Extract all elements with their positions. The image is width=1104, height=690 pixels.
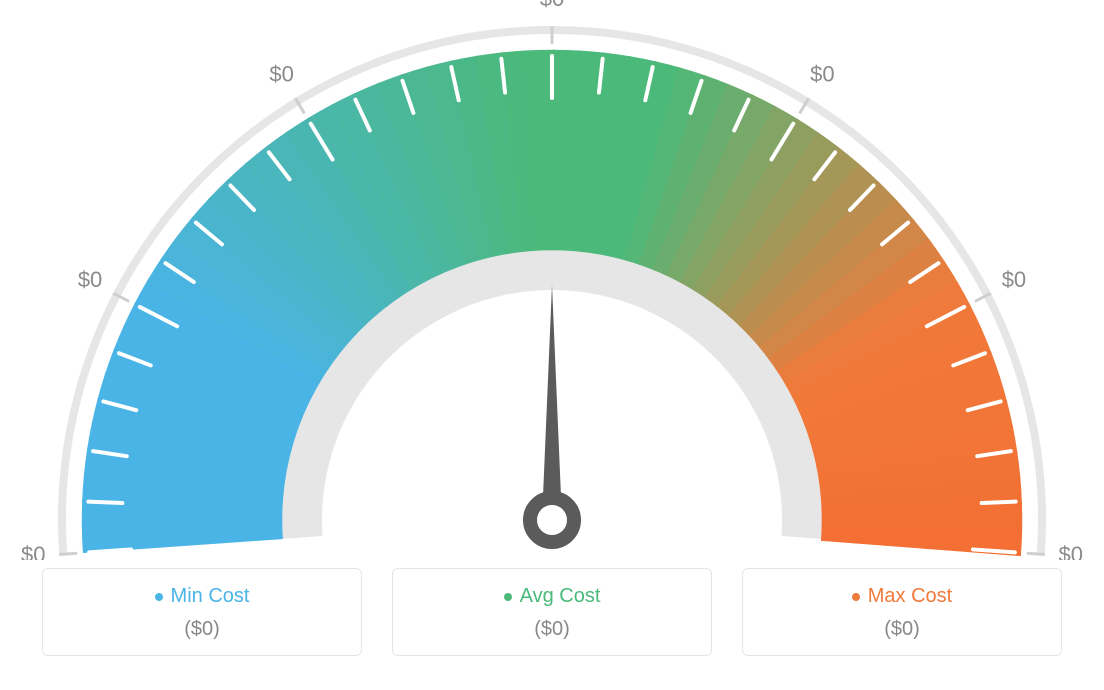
legend-label-max: Max Cost [868, 585, 952, 608]
svg-text:$0: $0 [269, 62, 293, 87]
legend-title-max: Max Cost [852, 585, 952, 608]
svg-text:$0: $0 [540, 0, 564, 11]
svg-text:$0: $0 [810, 62, 834, 87]
legend-value-min: ($0) [43, 618, 361, 641]
legend-value-max: ($0) [743, 618, 1061, 641]
gauge-chart: $0 $0 $0 $0 $0 $0 $0 [0, 0, 1104, 560]
legend-title-min: Min Cost [155, 585, 250, 608]
legend-dot-min [155, 593, 163, 601]
legend-row: Min Cost ($0) Avg Cost ($0) Max Cost ($0… [0, 568, 1104, 656]
svg-text:$0: $0 [1058, 542, 1082, 560]
legend-dot-max [852, 593, 860, 601]
svg-text:$0: $0 [1002, 267, 1026, 292]
legend-title-avg: Avg Cost [504, 585, 601, 608]
svg-text:$0: $0 [78, 267, 102, 292]
legend-label-avg: Avg Cost [520, 585, 601, 608]
legend-box-max: Max Cost ($0) [742, 568, 1062, 656]
legend-label-min: Min Cost [171, 585, 250, 608]
svg-text:$0: $0 [21, 542, 45, 560]
legend-value-avg: ($0) [393, 618, 711, 641]
legend-box-avg: Avg Cost ($0) [392, 568, 712, 656]
legend-dot-avg [504, 593, 512, 601]
gauge-svg: $0 $0 $0 $0 $0 $0 $0 [0, 0, 1104, 560]
legend-box-min: Min Cost ($0) [42, 568, 362, 656]
